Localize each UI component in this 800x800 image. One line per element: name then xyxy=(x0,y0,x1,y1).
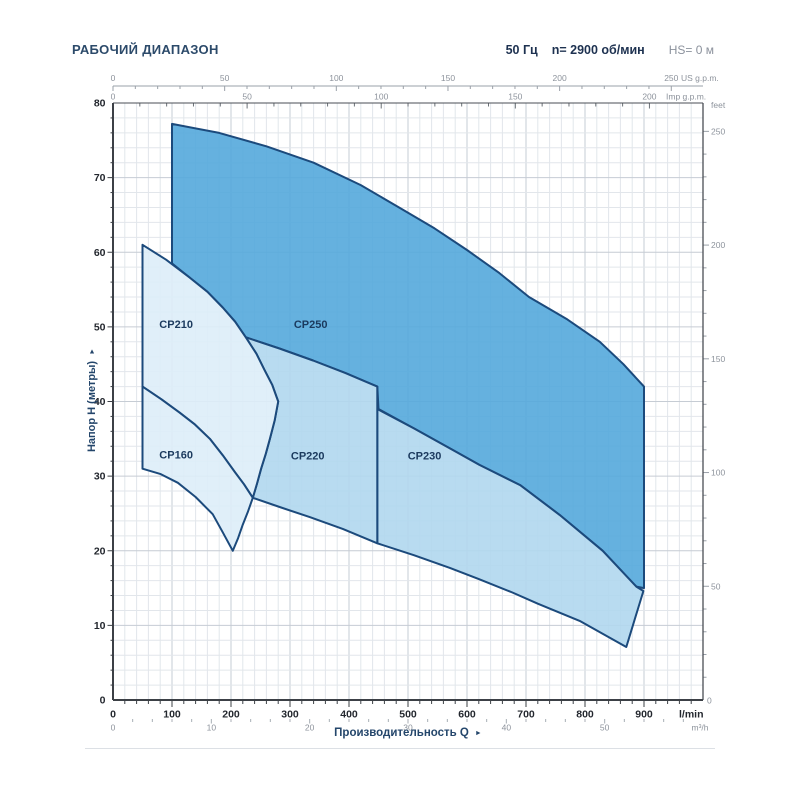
lmin-tick-label: 300 xyxy=(281,709,299,721)
us-gpm-tick-label: 100 xyxy=(329,73,343,83)
lmin-tick-label: 900 xyxy=(635,709,653,721)
region-label-CP210: CP210 xyxy=(159,319,193,331)
metres-tick-label: 70 xyxy=(94,172,106,184)
y-axis-title-text: Напор H (метры) xyxy=(86,360,98,453)
lmin-tick-label: 600 xyxy=(458,709,476,721)
m3h-tick-label: 10 xyxy=(207,723,217,733)
m3h-tick-label: 30 xyxy=(403,723,413,733)
footer-divider xyxy=(85,748,715,749)
metres-tick-label: 10 xyxy=(94,620,106,632)
region-CP230 xyxy=(376,408,645,648)
feet-tick-label: 200 xyxy=(711,240,725,250)
metres-tick-label: 80 xyxy=(94,98,106,110)
feet-zero-label: 0 xyxy=(707,696,712,706)
m3h-tick-label: 0 xyxy=(111,723,116,733)
y-axis-title: Напор H (метры) ► xyxy=(86,348,98,452)
lmin-tick-label: 200 xyxy=(222,709,240,721)
region-label-CP220: CP220 xyxy=(291,450,325,462)
frequency-label: 50 Гц xyxy=(505,43,538,57)
metres-tick-label: 60 xyxy=(94,247,106,259)
imp-gpm-tick-label: 150 xyxy=(508,92,522,102)
us-gpm-unit-label: US g.p.m. xyxy=(681,73,719,83)
region-label-CP160: CP160 xyxy=(159,450,193,462)
us-gpm-tick-label: 200 xyxy=(553,73,567,83)
feet-unit-label: feet xyxy=(711,100,726,110)
metres-tick-label: 20 xyxy=(94,545,106,557)
metres-tick-label: 0 xyxy=(100,695,106,707)
m3h-tick-label: 50 xyxy=(600,723,610,733)
lmin-tick-label: 0 xyxy=(110,709,116,721)
lmin-tick-label: 800 xyxy=(576,709,594,721)
suction-head-label: HS= 0 м xyxy=(668,43,714,57)
speed-label: n= 2900 об/мин xyxy=(551,43,645,57)
region-label-CP230: CP230 xyxy=(408,450,442,462)
imp-gpm-tick-label: 0 xyxy=(111,92,116,102)
lmin-tick-label: 100 xyxy=(163,709,181,721)
imp-gpm-tick-label: 50 xyxy=(242,92,252,102)
us-gpm-tick-label: 50 xyxy=(220,73,230,83)
imp-gpm-tick-label: 200 xyxy=(642,92,656,102)
us-gpm-tick-label: 250 xyxy=(664,73,678,83)
us-gpm-tick-label: 150 xyxy=(441,73,455,83)
x-axis-title: Производительность Q ► xyxy=(113,727,703,739)
metres-tick-label: 30 xyxy=(94,471,106,483)
us-gpm-tick-label: 0 xyxy=(111,73,116,83)
m3h-tick-label: 20 xyxy=(305,723,315,733)
feet-tick-label: 100 xyxy=(711,468,725,478)
x-axis-title-text: Производительность Q xyxy=(334,727,469,739)
metres-tick-label: 40 xyxy=(94,396,106,408)
region-label-CP250: CP250 xyxy=(294,319,328,331)
feet-tick-label: 250 xyxy=(711,126,725,136)
operating-conditions: 50 Гц n= 2900 об/мин HS= 0 м xyxy=(506,43,714,57)
m3h-unit-label: m³/h xyxy=(692,723,709,733)
chart-header: РАБОЧИЙ ДИАПАЗОН 50 Гц n= 2900 об/мин HS… xyxy=(72,42,714,57)
metres-tick-label: 50 xyxy=(94,321,106,333)
feet-tick-label: 50 xyxy=(711,581,721,591)
imp-gpm-unit-label: Imp g.p.m. xyxy=(666,92,706,102)
m3h-tick-label: 40 xyxy=(502,723,512,733)
region-CP160 xyxy=(141,385,254,552)
lmin-tick-label: 400 xyxy=(340,709,358,721)
feet-tick-label: 150 xyxy=(711,354,725,364)
page-title: РАБОЧИЙ ДИАПАЗОН xyxy=(72,42,219,57)
right-arrow-icon: ► xyxy=(474,730,482,737)
lmin-tick-label: 700 xyxy=(517,709,535,721)
up-arrow-icon: ► xyxy=(89,347,96,355)
imp-gpm-tick-label: 100 xyxy=(374,92,388,102)
lmin-tick-label: 500 xyxy=(399,709,417,721)
lmin-unit-label: l/min xyxy=(679,709,704,721)
